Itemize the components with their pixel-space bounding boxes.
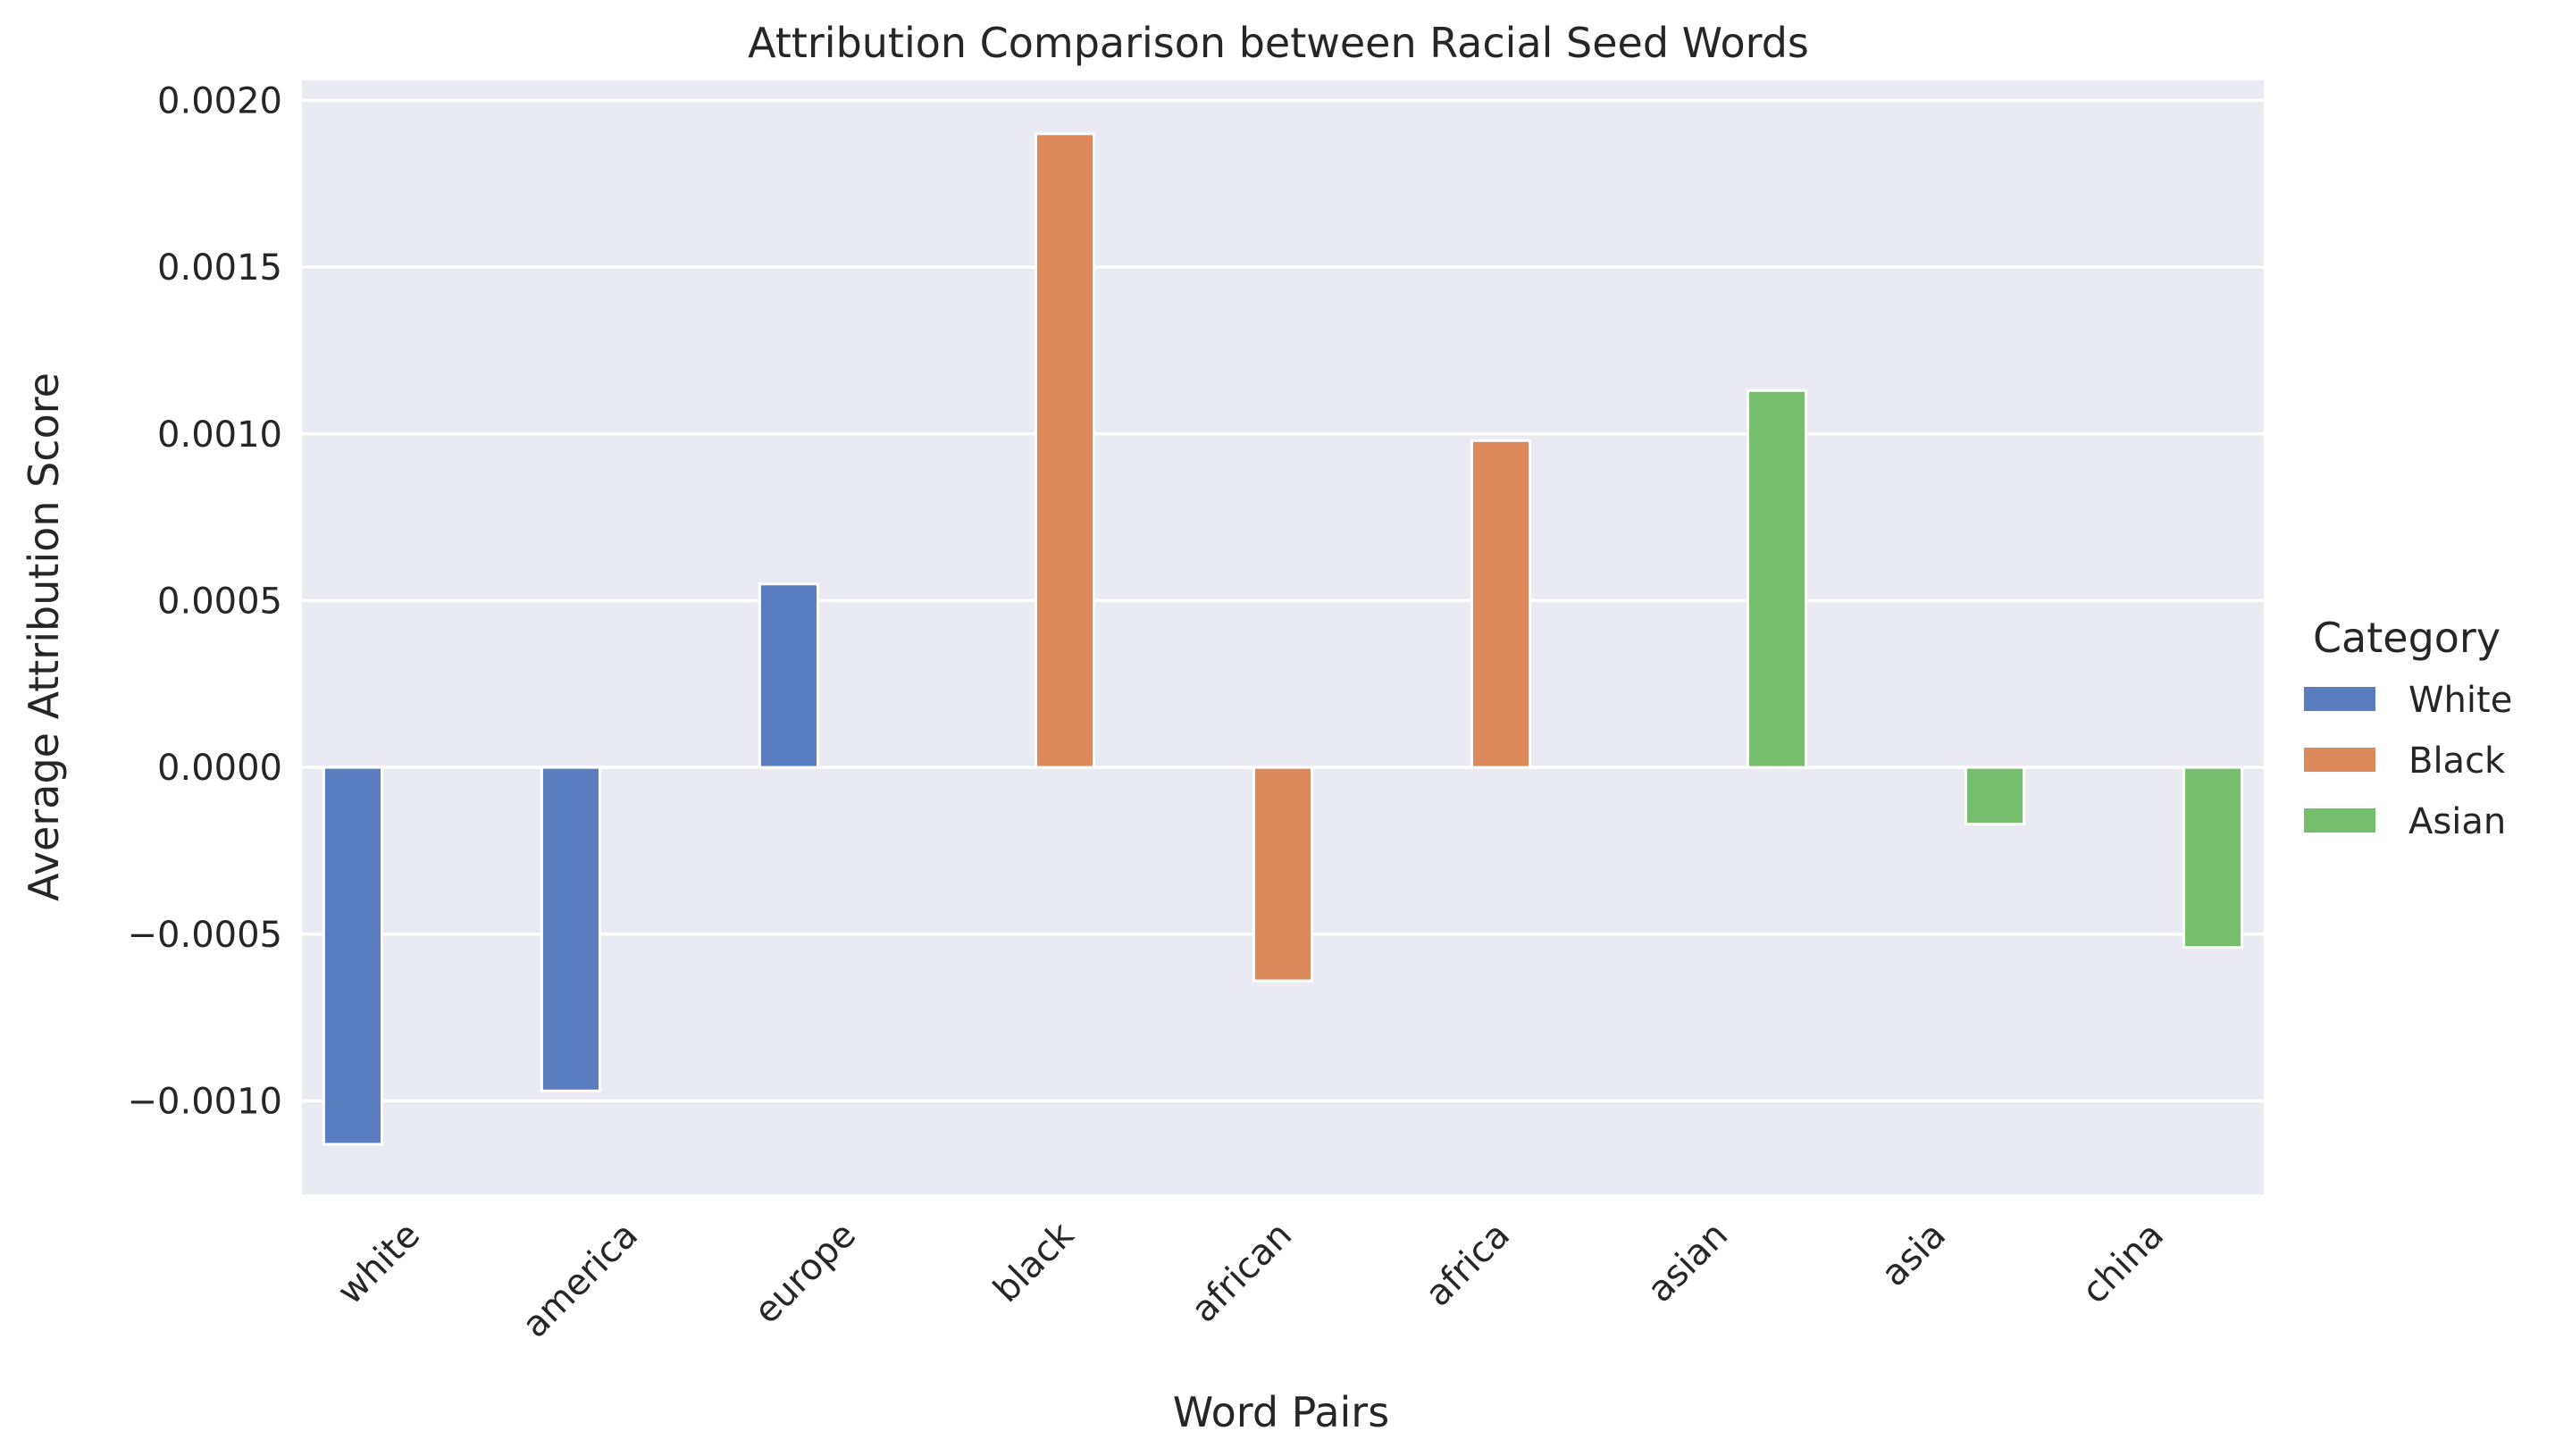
x-tick-label: europe	[747, 1215, 865, 1333]
y-tick-label: 0.0010	[157, 414, 282, 456]
x-tick-label: white	[330, 1215, 428, 1313]
y-tick-label: −0.0005	[128, 915, 282, 956]
x-tick-label: asian	[1639, 1215, 1736, 1311]
legend: Category White Black Asian	[2302, 614, 2512, 842]
x-axis-title: Word Pairs	[1173, 1388, 1389, 1436]
x-tick-label: china	[2074, 1215, 2172, 1312]
legend-swatch-asian	[2302, 807, 2377, 834]
x-tick-labels: white america europe black african africa asia…	[330, 1214, 2172, 1346]
bar-africa-black	[1470, 439, 1532, 769]
x-tick-label: black	[985, 1214, 1082, 1310]
y-tick-labels: −0.0010 −0.0005 0.0000 0.0005 0.0010 0.0015 0.…	[128, 80, 282, 1122]
bar-white-white	[322, 766, 383, 1146]
y-tick-label: 0.0000	[157, 748, 282, 789]
legend-title: Category	[2313, 614, 2501, 662]
y-tick-label: −0.0010	[128, 1081, 282, 1122]
x-tick-label: africa	[1418, 1215, 1518, 1315]
y-tick-label: 0.0015	[157, 247, 282, 289]
y-axis-title: Average Attribution Score	[20, 372, 68, 901]
legend-label-black: Black	[2408, 741, 2506, 782]
legend-swatch-black	[2302, 746, 2377, 774]
legend-swatch-white	[2302, 685, 2377, 713]
legend-label-white: White	[2408, 680, 2512, 721]
bar-african-black	[1252, 766, 1314, 983]
bar-china-asian	[2182, 766, 2244, 950]
y-tick-label: 0.0020	[157, 80, 282, 121]
x-tick-label: african	[1184, 1215, 1300, 1331]
legend-label-asian: Asian	[2408, 801, 2506, 842]
y-tick-label: 0.0005	[157, 581, 282, 622]
chart-title: Attribution Comparison between Racial Se…	[748, 19, 1809, 67]
bar-america-white	[540, 766, 601, 1092]
legend-items: White Black Asian	[2302, 680, 2512, 842]
x-tick-label: america	[515, 1215, 646, 1346]
bar-black-black	[1034, 132, 1096, 769]
x-tick-label: asia	[1873, 1215, 1954, 1295]
bars	[322, 132, 2244, 1146]
bar-europe-white	[758, 582, 819, 769]
bar-asian-asian	[1747, 389, 1808, 769]
bar-asia-asian	[1964, 766, 2026, 826]
